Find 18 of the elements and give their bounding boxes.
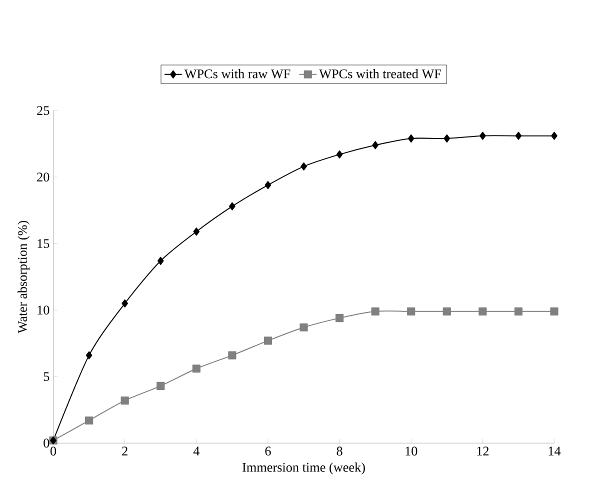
x-axis-title: Immersion time (week) [242, 462, 365, 475]
x-tick-label: 0 [50, 446, 56, 456]
y-tick-label: 10 [38, 306, 50, 315]
y-tick-label: 0 [44, 438, 50, 448]
y-tick-label: 25 [37, 106, 50, 116]
y-tick-label: 5 [44, 372, 50, 382]
legend-label: WPCs with raw WF [184, 69, 290, 79]
x-tick-label: 4 [193, 446, 200, 456]
x-tick-label: 2 [122, 446, 128, 456]
x-tick-label: 6 [265, 446, 271, 456]
y-axis-title: Water absorption (%) [18, 221, 30, 334]
y-tick-label: 20 [37, 172, 50, 182]
legend-label: WPCs with treated WF [319, 69, 442, 79]
x-tick-label: 12 [477, 446, 489, 456]
y-tick-label: 15 [38, 239, 50, 248]
x-tick-label: 10 [406, 446, 418, 456]
x-tick-label: 8 [336, 446, 342, 456]
x-tick-label: 14 [548, 446, 561, 456]
